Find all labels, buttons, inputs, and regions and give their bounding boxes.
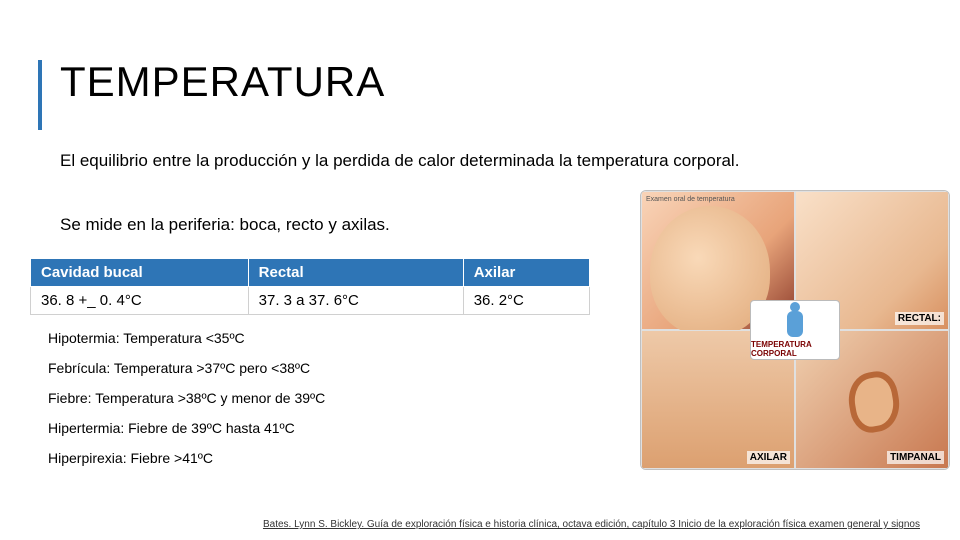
subintro-text: Se mide en la periferia: boca, recto y a… — [60, 215, 390, 235]
table-header-axilar: Axilar — [463, 259, 589, 287]
ear-illustration-icon — [844, 368, 904, 436]
definition-febricula: Febrícula: Temperatura >37ºC pero <38ºC — [48, 360, 325, 376]
definition-hiperpirexia: Hiperpirexia: Fiebre >41ºC — [48, 450, 325, 466]
definition-hipertermia: Hipertermia: Fiebre de 39ºC hasta 41ºC — [48, 420, 325, 436]
page-title: TEMPERATURA — [60, 58, 385, 106]
center-badge-label: TEMPERATURA CORPORAL — [751, 340, 839, 358]
image-label-timpanal: TIMPANAL — [887, 451, 944, 464]
exam-note: Examen oral de temperatura — [646, 196, 735, 203]
body-silhouette-icon — [780, 302, 810, 340]
citation-text: Bates. Lynn S. Bickley. Guía de explorac… — [263, 519, 920, 530]
image-label-rectal: RECTAL: — [895, 312, 944, 325]
intro-text: El equilibrio entre la producción y la p… — [60, 150, 760, 172]
table-header-rectal: Rectal — [248, 259, 463, 287]
table-row: 36. 8 +_ 0. 4°C 37. 3 a 37. 6°C 36. 2°C — [31, 287, 590, 315]
definition-fiebre: Fiebre: Temperatura >38ºC y menor de 39º… — [48, 390, 325, 406]
table-header-bucal: Cavidad bucal — [31, 259, 249, 287]
table-cell-rectal: 37. 3 a 37. 6°C — [248, 287, 463, 315]
table-cell-bucal: 36. 8 +_ 0. 4°C — [31, 287, 249, 315]
anatomy-image-panel: Examen oral de temperatura ORAL: RECTAL:… — [640, 190, 950, 470]
table-header-row: Cavidad bucal Rectal Axilar — [31, 259, 590, 287]
table-cell-axilar: 36. 2°C — [463, 287, 589, 315]
definition-hipotermia: Hipotermia: Temperatura <35ºC — [48, 330, 325, 346]
center-body-badge: TEMPERATURA CORPORAL — [750, 300, 840, 360]
image-label-axilar: AXILAR — [747, 451, 790, 464]
definitions-list: Hipotermia: Temperatura <35ºC Febrícula:… — [48, 330, 325, 480]
accent-bar — [38, 60, 42, 130]
temperature-table: Cavidad bucal Rectal Axilar 36. 8 +_ 0. … — [30, 258, 590, 315]
